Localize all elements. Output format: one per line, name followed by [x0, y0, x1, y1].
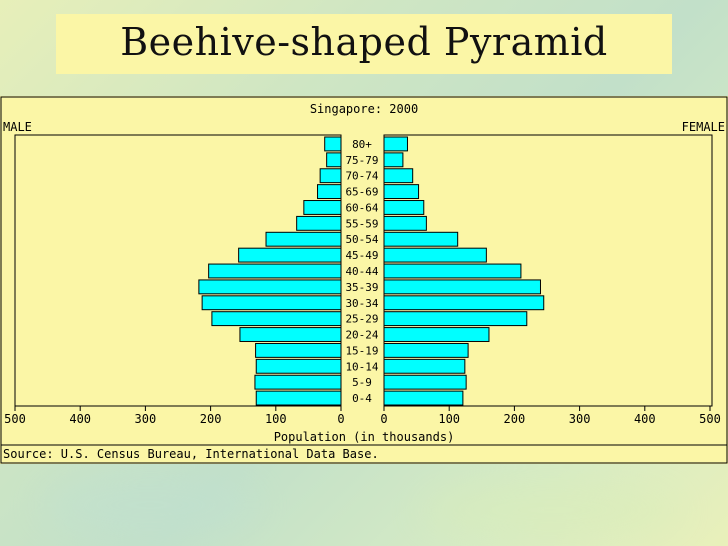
male-bar	[326, 152, 342, 168]
male-bar	[254, 374, 342, 390]
female-bar	[383, 263, 522, 279]
male-bar	[324, 136, 342, 152]
male-bar	[255, 390, 342, 406]
source-note: Source: U.S. Census Bureau, Internationa…	[3, 447, 379, 461]
age-group-label: 40-44	[345, 265, 378, 278]
female-bar	[383, 152, 404, 168]
male-bar	[296, 215, 342, 231]
male-bar	[208, 263, 342, 279]
slide-title: Beehive-shaped Pyramid	[120, 20, 608, 64]
chart-title: Singapore: 2000	[310, 102, 418, 116]
male-tick-label: 0	[337, 412, 344, 426]
age-group-label: 80+	[352, 138, 372, 151]
male-bar	[239, 327, 342, 342]
title-banner: Beehive-shaped Pyramid	[56, 14, 672, 74]
male-bar	[255, 342, 342, 358]
female-bar	[383, 390, 464, 406]
male-tick-label: 200	[200, 412, 222, 426]
male-tick-label: 300	[135, 412, 157, 426]
age-group-label: 75-79	[345, 154, 378, 167]
female-tick-label: 500	[699, 412, 721, 426]
x-axis-label: Population (in thousands)	[274, 430, 455, 444]
male-tick-label: 500	[4, 412, 26, 426]
female-tick-label: 100	[438, 412, 460, 426]
age-group-label: 35-39	[345, 281, 378, 294]
male-bar	[255, 358, 342, 374]
female-tick-label: 0	[380, 412, 387, 426]
age-group-label: 30-34	[345, 297, 378, 310]
female-bar	[383, 295, 545, 311]
population-pyramid-panel: Singapore: 2000 MALE FEMALE 0-4 5-9 10-14 1…	[0, 96, 728, 464]
male-bar	[201, 295, 342, 311]
female-bar	[383, 184, 420, 200]
male-tick-label: 100	[265, 412, 287, 426]
female-tick-label: 400	[634, 412, 656, 426]
female-bar	[383, 215, 427, 231]
female-bar	[383, 200, 425, 215]
male-bar	[317, 184, 342, 200]
female-bar	[383, 358, 466, 374]
male-label: MALE	[3, 120, 32, 134]
female-tick-label: 200	[504, 412, 526, 426]
age-group-label: 10-14	[345, 360, 378, 373]
age-group-label: 5-9	[352, 376, 372, 389]
female-bar	[383, 311, 528, 327]
female-bar	[383, 136, 408, 152]
male-bar	[198, 279, 342, 295]
female-label: FEMALE	[682, 120, 725, 134]
female-bar	[383, 168, 414, 184]
population-pyramid-chart: Singapore: 2000 MALE FEMALE 0-4 5-9 10-14 1…	[0, 96, 728, 464]
age-group-label: 15-19	[345, 344, 378, 357]
age-group-label: 50-54	[345, 233, 378, 246]
male-bar	[319, 168, 342, 184]
female-bar	[383, 342, 469, 358]
age-group-label: 0-4	[352, 392, 372, 405]
age-group-label: 45-49	[345, 249, 378, 262]
female-bar	[383, 327, 490, 342]
age-group-label: 70-74	[345, 170, 378, 183]
female-bar	[383, 247, 487, 263]
age-group-label: 20-24	[345, 329, 378, 342]
male-tick-label: 400	[69, 412, 91, 426]
age-group-label: 60-64	[345, 201, 378, 214]
male-bar	[211, 311, 342, 327]
age-group-label: 25-29	[345, 313, 378, 326]
male-bar	[303, 200, 342, 215]
age-group-label: 65-69	[345, 186, 378, 199]
age-group-label: 55-59	[345, 217, 378, 230]
female-bar	[383, 231, 459, 247]
male-bar	[238, 247, 342, 263]
female-tick-label: 300	[569, 412, 591, 426]
female-bar	[383, 279, 541, 295]
female-bar	[383, 374, 467, 390]
male-bar	[265, 231, 342, 247]
chart-frame	[0, 96, 728, 464]
